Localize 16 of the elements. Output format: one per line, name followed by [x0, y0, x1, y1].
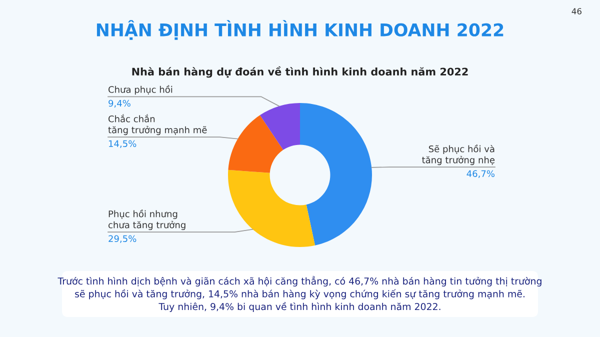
- donut-slice: [260, 103, 300, 150]
- data-label: 9,4%: [108, 100, 130, 108]
- text: Trước tình hình dịch bệnh và giãn cách xã hội căng thẳng, có 46,7% nhà bán hàng tin tưởng thị trường sẽ phục hồi và tăng trưởng, 14,5% nhà bán hàng kỳ vọng chứng kiến sự tăng trưởng mạnh mẽ. Tuy nhiên, 9,4% bi quan về tình hình kinh doanh năm 2022.: [58, 276, 542, 312]
- slice-label: Phục hồi nhưng chưa tăng trưởng: [108, 210, 186, 230]
- text: 46: [572, 8, 582, 14]
- data-label: 29,5%: [108, 235, 136, 243]
- slice-label: Chắc chắn tăng trưởng mạnh mẽ: [108, 114, 207, 136]
- chart-title: NHẬN ĐỊNH TÌNH HÌNH KINH DOANH 2022: [96, 20, 504, 40]
- donut-slice: [228, 170, 316, 247]
- donut-slice: [300, 103, 372, 246]
- data-label: 14,5%: [108, 140, 136, 148]
- donut-slice: [228, 115, 284, 173]
- data-label: 46,7%: [466, 170, 494, 178]
- slice-label: Chưa phục hồi: [108, 85, 172, 95]
- chart-subtitle: Nhà bán hàng dự đoán về tình hình kinh doanh năm 2022: [132, 66, 468, 78]
- slice-label: Sẽ phục hồi và tăng trưởng nhẹ: [422, 144, 495, 166]
